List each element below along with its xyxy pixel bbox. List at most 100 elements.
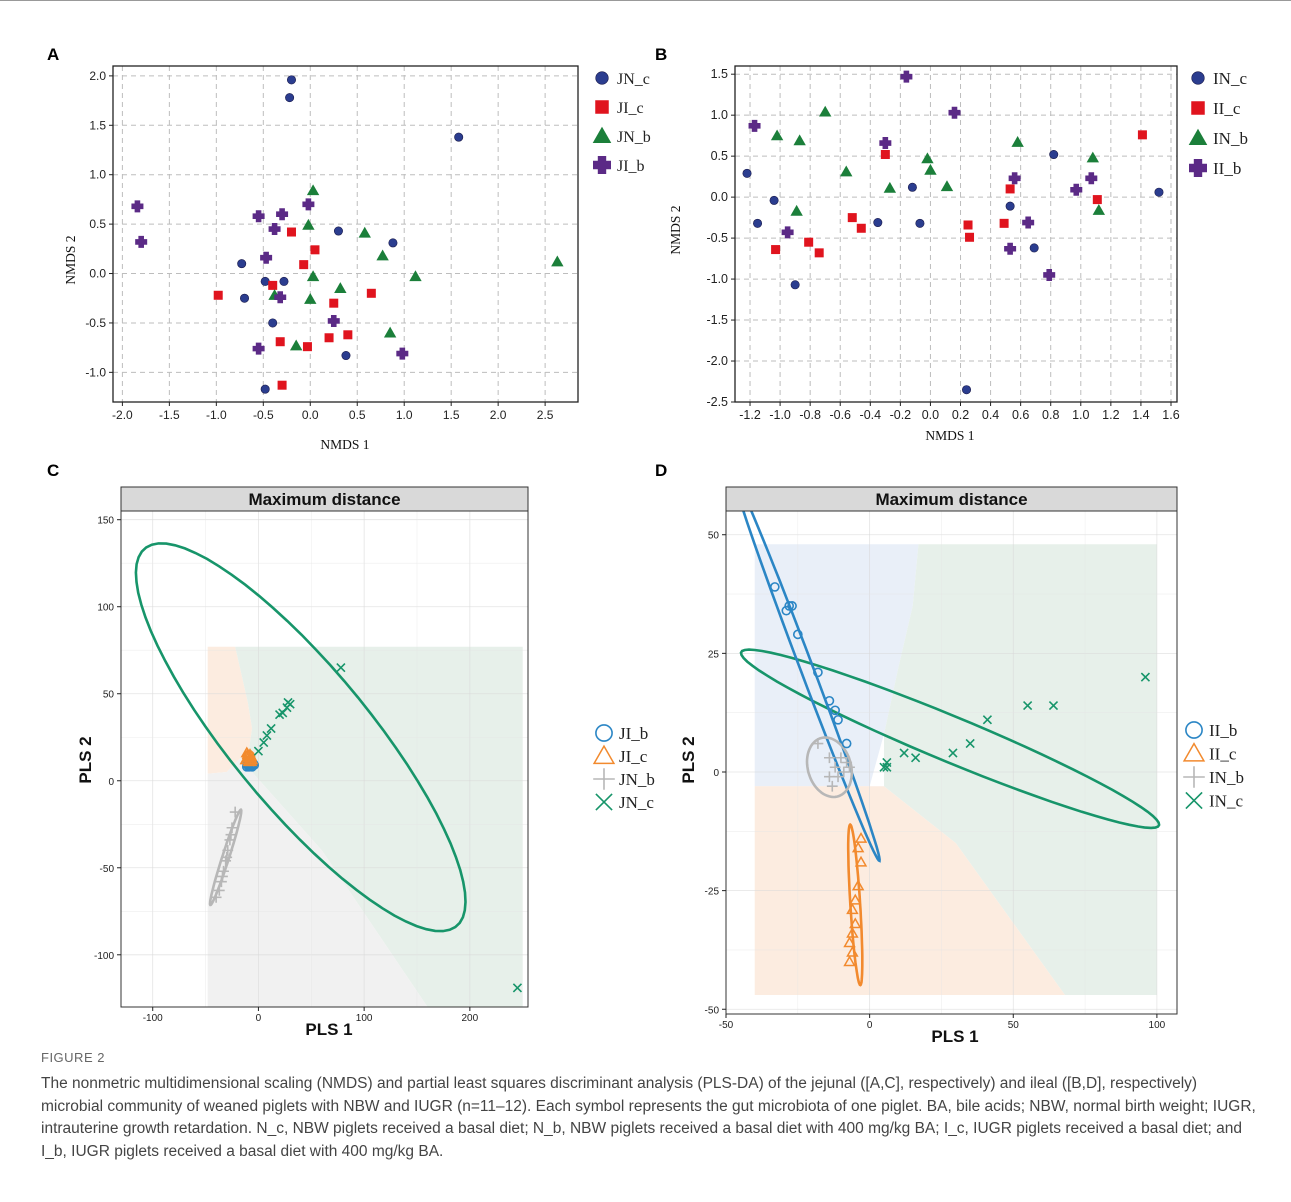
axis-ticks: -2.0 -1.5 -1.0 -0.5 0.0 0.5 1.0 1.5 2.0 2.5 -1.0 -0… [85, 69, 553, 422]
point-in_c [899, 748, 909, 758]
x-tick-label: -0.8 [799, 408, 821, 422]
point-ii_b [1004, 242, 1017, 255]
point-in_b [844, 761, 855, 773]
x-tick-label: -0.5 [253, 408, 274, 422]
y-tick-label: 0.5 [89, 217, 106, 231]
point-ii_b [833, 714, 843, 725]
point-jn_b [217, 871, 228, 882]
legend-label-in_b: IN_b [1209, 768, 1244, 787]
point-jn_c [260, 384, 270, 394]
y-tick-label: 0.5 [711, 149, 728, 163]
x-tick-label: 0.0 [302, 408, 319, 422]
point-ji_c [324, 333, 334, 343]
x-tick-label: 0.6 [1012, 408, 1029, 422]
point-jn_b [229, 806, 241, 818]
point-jn_b [302, 218, 315, 230]
y-tick-label: -1.5 [706, 313, 728, 327]
x-tick-label: 1.0 [1072, 408, 1089, 422]
point-in_c [1023, 700, 1033, 711]
point-jn_c [274, 710, 285, 720]
legend-label-jn_b: JN_b [619, 770, 655, 789]
y-tick-label: -25 [705, 887, 720, 898]
legend-marker-ii_b [1189, 159, 1207, 177]
point-jn_c [260, 276, 270, 286]
axis-ticks: -1.2 -1.0 -0.8 -0.6 -0.4 -0.2 0.0 0.2 0.4 0.6 0.8 1… [706, 67, 1179, 422]
decision-regions [754, 544, 1157, 996]
point-ii_b [841, 738, 852, 749]
point-in_b [790, 204, 803, 216]
point-ii_c [851, 879, 865, 891]
top-rule [0, 0, 1291, 1]
point-ii_b [1008, 172, 1021, 185]
point-jn_b [551, 255, 564, 267]
x-tick-label: 0.4 [982, 408, 999, 422]
point-ii_b [1085, 172, 1098, 185]
x-tick-label: -0.6 [829, 408, 851, 422]
panel-label-b: B [655, 45, 667, 64]
x-tick-label: 1.5 [443, 408, 460, 422]
y-tick-label: 50 [708, 531, 720, 542]
point-jn_c [333, 226, 343, 236]
point-ii_c [846, 926, 859, 938]
legend-label-in_c: IN_c [1209, 792, 1243, 811]
point-ji_c [213, 290, 223, 300]
point-jn_b [376, 249, 389, 261]
point-jn_c [266, 723, 276, 734]
point-jn_b [334, 282, 347, 294]
point-jn_c [240, 293, 250, 303]
point-ii_b [784, 601, 795, 611]
point-in_c [790, 280, 800, 290]
point-ji_c [244, 755, 258, 767]
plot-background [735, 66, 1177, 402]
point-jn_c [259, 737, 269, 748]
y-tick-label: 0 [713, 768, 719, 779]
point-jn_c [512, 983, 523, 993]
x-tick-label: 0.2 [952, 408, 969, 422]
point-ji_c [286, 227, 296, 237]
legend-marker-jn_b [593, 768, 615, 790]
x-tick-label: 1.4 [1132, 408, 1149, 422]
legend-marker-in_c [1191, 71, 1205, 85]
point-ii_b [781, 605, 792, 616]
legend-label-jn_c: JN_c [619, 793, 654, 812]
y-tick-label: 150 [97, 516, 114, 527]
point-ii_c [849, 893, 862, 905]
legend: JI_b JI_c JN_b JN_c [592, 724, 655, 812]
point-jn_b [225, 829, 237, 841]
y-tick-label: -0.5 [706, 231, 728, 245]
legend-marker-ii_c [1182, 742, 1206, 762]
point-in_b [770, 129, 784, 141]
point-in_b [824, 771, 835, 783]
point-jn_c [388, 238, 398, 248]
legend-label-jn_b: JN_b [617, 129, 651, 146]
point-ji_c [302, 342, 312, 352]
point-in_c [879, 762, 889, 772]
x-tick-label: 50 [1008, 1020, 1020, 1031]
chart-title: Maximum distance [875, 490, 1027, 509]
point-jn_b [224, 834, 236, 846]
panel-label-a: A [47, 45, 59, 64]
caption-text: The nonmetric multidimensional scaling (… [41, 1075, 1256, 1160]
x-tick-label: 0.0 [922, 408, 939, 422]
point-in_b [793, 134, 806, 146]
point-jn_b [306, 184, 320, 196]
point-jn_b [218, 865, 229, 877]
point-in_b [812, 738, 824, 749]
legend-label-ii_b: II_b [1213, 159, 1241, 178]
panel-a-nmds: -2.0 -1.5 -1.0 -0.5 0.0 0.5 1.0 1.5 2.0 2.5 -1.0 -0… [63, 65, 651, 452]
point-ii_b [1043, 268, 1056, 281]
point-ji_b [274, 291, 287, 304]
y-tick-label: 1.5 [711, 67, 728, 81]
x-tick-label: 2.0 [490, 408, 507, 422]
point-ii_c [999, 218, 1009, 228]
point-in_c [910, 753, 921, 763]
point-ii_b [900, 70, 913, 83]
point-jn_b [358, 226, 371, 238]
point-in_c [948, 748, 958, 758]
region-bg_green [883, 544, 1157, 996]
point-ii_c [880, 150, 890, 160]
point-ii_c [856, 223, 866, 233]
point-jn_c [283, 697, 293, 708]
region-bg_orange [207, 646, 253, 774]
point-ii_b [879, 137, 892, 150]
